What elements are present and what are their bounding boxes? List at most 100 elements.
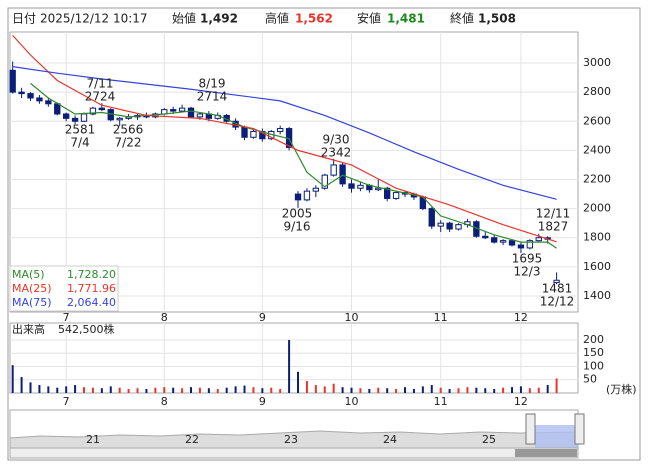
volume-bar [47,386,50,393]
scrollbar[interactable] [9,447,579,459]
x-tick-label: 8 [161,395,168,408]
volume-bar [511,387,514,393]
legend-name: MA(5) [12,268,45,281]
volume-bar [270,387,273,393]
candle-body [392,192,400,199]
volume-bar [38,385,41,393]
x-tick-label: 11 [434,395,448,408]
header-value: 1,508 [478,12,516,26]
annotation: 12/12 [540,295,575,309]
navigator-label: 22 [185,433,199,446]
volume-bar [457,388,460,393]
candle-body [526,240,534,249]
volume-bar [190,387,193,393]
header-label: 終値 [450,11,474,26]
volume-bar [448,389,451,393]
candle-body [499,240,507,243]
annotation: 1827 [538,220,569,234]
volume-bar [430,385,433,393]
volume-panel [9,322,579,394]
candle-body [294,193,302,201]
volume-total: 542,500株 [58,322,115,336]
candle-body [455,224,462,230]
navigator-label: 24 [383,433,397,446]
volume-bar [136,388,139,393]
volume-bar [207,388,210,393]
candle-body [357,184,364,189]
candle-body [45,100,52,105]
volume-bar [261,388,264,393]
volume-bar [172,387,175,393]
candle-body [482,235,489,239]
x-tick-label: 8 [161,311,168,324]
volume-bar [350,387,353,393]
volume-bar [74,385,77,393]
volume-bar [118,387,121,393]
volume-bar [421,386,424,393]
candle-body [491,237,498,243]
volume-bar [145,389,148,393]
candle-body [250,130,257,138]
y-tick-label: 2600 [583,114,611,127]
annotation: 7/22 [115,136,142,150]
volume-bar [475,387,478,393]
legend-name: MA(75) [12,296,52,309]
navigator-selection[interactable] [535,425,578,448]
candle-body [89,107,97,115]
volume-bar [243,385,246,393]
y-tick-label: 2200 [583,172,611,185]
header-value: 1,562 [295,12,333,26]
volume-unit: (万株) [606,382,637,396]
annotation: 2581 [65,123,96,137]
candle-body [241,126,248,138]
scrollbar-thumb[interactable] [515,449,577,457]
y-tick-label: 2000 [583,202,611,215]
volume-bar [537,387,540,393]
annotation: 2005 [282,207,313,221]
navigator-handle[interactable] [574,413,585,445]
candle-body [339,164,346,185]
candle-body [71,117,79,122]
navigator-handle[interactable] [525,413,536,445]
annotation: 12/3 [514,265,541,279]
volume-bar [56,387,59,393]
annotation: 1481 [542,282,573,296]
candle-body [303,190,311,201]
annotation: 2714 [197,90,228,104]
candle-body [428,208,435,227]
volume-title: 出来高 [12,322,45,336]
volume-bar [109,386,112,393]
x-tick-label: 12 [514,311,528,324]
volume-bar [377,387,380,393]
legend-box [9,265,119,312]
volume-bar [404,387,407,393]
candle-body [116,117,123,121]
annotation: 7/4 [70,136,89,150]
header-label: 日付 [12,12,36,26]
volume-bar [395,389,398,393]
volume-bar [279,389,282,393]
candle-body [98,107,106,111]
y-tick-label: 1600 [583,260,611,273]
candle-body [553,279,560,284]
annotation: 12/11 [536,207,571,221]
annotation: 7/11 [87,77,114,91]
legend-value: 2,064.40 [67,296,116,309]
volume-bar [100,388,103,393]
y-tick-label: 150 [583,346,604,359]
volume-bar [368,389,371,393]
y-tick-label: 1800 [583,231,611,244]
y-tick-label: 200 [583,333,604,346]
header-label: 始値 [172,11,196,26]
volume-bar [83,387,86,393]
y-tick-label: 3000 [583,56,611,69]
header-label: 安値 [357,11,381,26]
candle-body [36,97,43,102]
volume-bar [439,387,442,393]
volume-bar [154,387,157,393]
y-tick-label: 1400 [583,289,611,302]
volume-bar [546,385,549,393]
candle-body [187,107,195,118]
x-tick-label: 9 [259,311,266,324]
candle-body [277,128,284,132]
